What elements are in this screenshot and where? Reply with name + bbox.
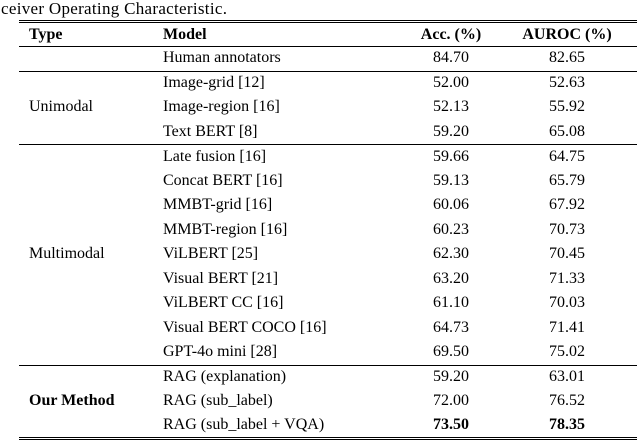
model-cell: Visual BERT COCO [16] bbox=[163, 318, 327, 336]
table-row: RAG (sub_label) 72.00 76.52 bbox=[19, 390, 637, 415]
acc-cell: 64.73 bbox=[433, 318, 469, 336]
table-row: MMBT-grid [16] 60.06 67.92 bbox=[19, 194, 637, 219]
model-cell: GPT-4o mini [28] bbox=[163, 343, 278, 361]
table-row: RAG (sub_label + VQA) 73.50 78.35 bbox=[19, 414, 637, 439]
auroc-cell: 65.08 bbox=[549, 122, 585, 140]
type-cell: Multimodal bbox=[29, 245, 105, 263]
auroc-cell: 63.01 bbox=[549, 368, 585, 386]
model-cell: MMBT-grid [16] bbox=[163, 196, 273, 214]
auroc-cell: 71.41 bbox=[549, 318, 585, 336]
acc-cell: 52.00 bbox=[433, 74, 469, 92]
model-cell: Concat BERT [16] bbox=[163, 171, 283, 189]
model-cell: ViLBERT [25] bbox=[163, 245, 259, 263]
model-cell: RAG (sub_label + VQA) bbox=[163, 416, 325, 434]
model-cell: Image-region [16] bbox=[163, 98, 280, 116]
table-row: Human annotators 84.70 82.65 bbox=[19, 47, 637, 72]
auroc-cell: 75.02 bbox=[549, 343, 585, 361]
auroc-cell: 82.65 bbox=[549, 49, 585, 67]
results-table: Type Model Acc. (%) AUROC (%) Human anno… bbox=[19, 20, 637, 440]
model-cell: Text BERT [8] bbox=[163, 122, 258, 140]
auroc-cell: 64.75 bbox=[549, 147, 585, 165]
table-row: Text BERT [8] 59.20 65.08 bbox=[19, 120, 637, 145]
results-table-wrap: Type Model Acc. (%) AUROC (%) Human anno… bbox=[19, 20, 637, 440]
table-group: Our Method RAG (explanation) 59.20 63.01 RAG… bbox=[19, 365, 637, 439]
model-cell: Late fusion [16] bbox=[163, 147, 267, 165]
model-cell: ViLBERT CC [16] bbox=[163, 294, 284, 312]
header-model: Model bbox=[163, 25, 207, 43]
auroc-cell: 70.45 bbox=[549, 245, 585, 263]
acc-cell: 69.50 bbox=[433, 343, 469, 361]
type-cell bbox=[19, 47, 163, 72]
auroc-cell: 67.92 bbox=[549, 196, 585, 214]
caption-text: ceiver Operating Characteristic. bbox=[1, 0, 228, 18]
header-auroc: AUROC (%) bbox=[522, 25, 612, 43]
acc-cell: 73.50 bbox=[433, 416, 469, 434]
acc-cell: 62.30 bbox=[433, 245, 469, 263]
header-acc: Acc. (%) bbox=[420, 25, 482, 43]
auroc-cell: 70.03 bbox=[549, 294, 585, 312]
acc-cell: 60.23 bbox=[433, 220, 469, 238]
table-row: Multimodal Late fusion [16] 59.66 64.75 bbox=[19, 145, 637, 262]
table-row: GPT-4o mini [28] 69.50 75.02 bbox=[19, 341, 637, 366]
table-group: Multimodal Late fusion [16] 59.66 64.75 Conc… bbox=[19, 144, 637, 366]
auroc-cell: 71.33 bbox=[549, 269, 585, 287]
model-cell: RAG (sub_label) bbox=[163, 392, 273, 410]
table-group: Unimodal Image-grid [12] 52.00 52.63 Image-r… bbox=[19, 71, 637, 145]
auroc-cell: 70.73 bbox=[549, 220, 585, 238]
acc-cell: 60.06 bbox=[433, 196, 469, 214]
acc-cell: 59.66 bbox=[433, 147, 469, 165]
table-row: Our Method RAG (explanation) 59.20 63.01 bbox=[19, 365, 637, 408]
model-cell: Visual BERT [21] bbox=[163, 269, 279, 287]
acc-cell: 52.13 bbox=[433, 98, 469, 116]
table-row: ViLBERT CC [16] 61.10 70.03 bbox=[19, 292, 637, 317]
type-cell: Our Method bbox=[29, 391, 115, 409]
acc-cell: 59.13 bbox=[433, 171, 469, 189]
table-row: MMBT-region [16] 60.23 70.73 bbox=[19, 218, 637, 243]
acc-cell: 63.20 bbox=[433, 269, 469, 287]
table-row: Visual BERT COCO [16] 64.73 71.41 bbox=[19, 316, 637, 341]
model-cell: RAG (explanation) bbox=[163, 368, 287, 386]
acc-cell: 84.70 bbox=[433, 49, 469, 67]
acc-cell: 72.00 bbox=[433, 392, 469, 410]
acc-cell: 61.10 bbox=[433, 294, 469, 312]
auroc-cell: 65.79 bbox=[549, 171, 585, 189]
acc-cell: 59.20 bbox=[433, 368, 469, 386]
header-type: Type bbox=[29, 25, 63, 43]
table-row: Concat BERT [16] 59.13 65.79 bbox=[19, 169, 637, 194]
model-cell: Image-grid [12] bbox=[163, 74, 265, 92]
auroc-cell: 78.35 bbox=[549, 416, 585, 434]
auroc-cell: 52.63 bbox=[549, 74, 585, 92]
type-cell: Unimodal bbox=[29, 98, 93, 116]
auroc-cell: 76.52 bbox=[549, 392, 585, 410]
table-group: Human annotators 84.70 82.65 bbox=[19, 46, 637, 72]
auroc-cell: 55.92 bbox=[549, 98, 585, 116]
model-cell: Human annotators bbox=[163, 49, 281, 67]
header-row: Type Model Acc. (%) AUROC (%) bbox=[19, 22, 637, 47]
table-row: Visual BERT [21] 63.20 71.33 bbox=[19, 267, 637, 292]
table-row: Image-region [16] 52.13 55.92 bbox=[19, 96, 637, 121]
table-row: Unimodal Image-grid [12] 52.00 52.63 bbox=[19, 71, 637, 115]
table-row: ViLBERT [25] 62.30 70.45 bbox=[19, 243, 637, 268]
acc-cell: 59.20 bbox=[433, 122, 469, 140]
model-cell: MMBT-region [16] bbox=[163, 220, 288, 238]
